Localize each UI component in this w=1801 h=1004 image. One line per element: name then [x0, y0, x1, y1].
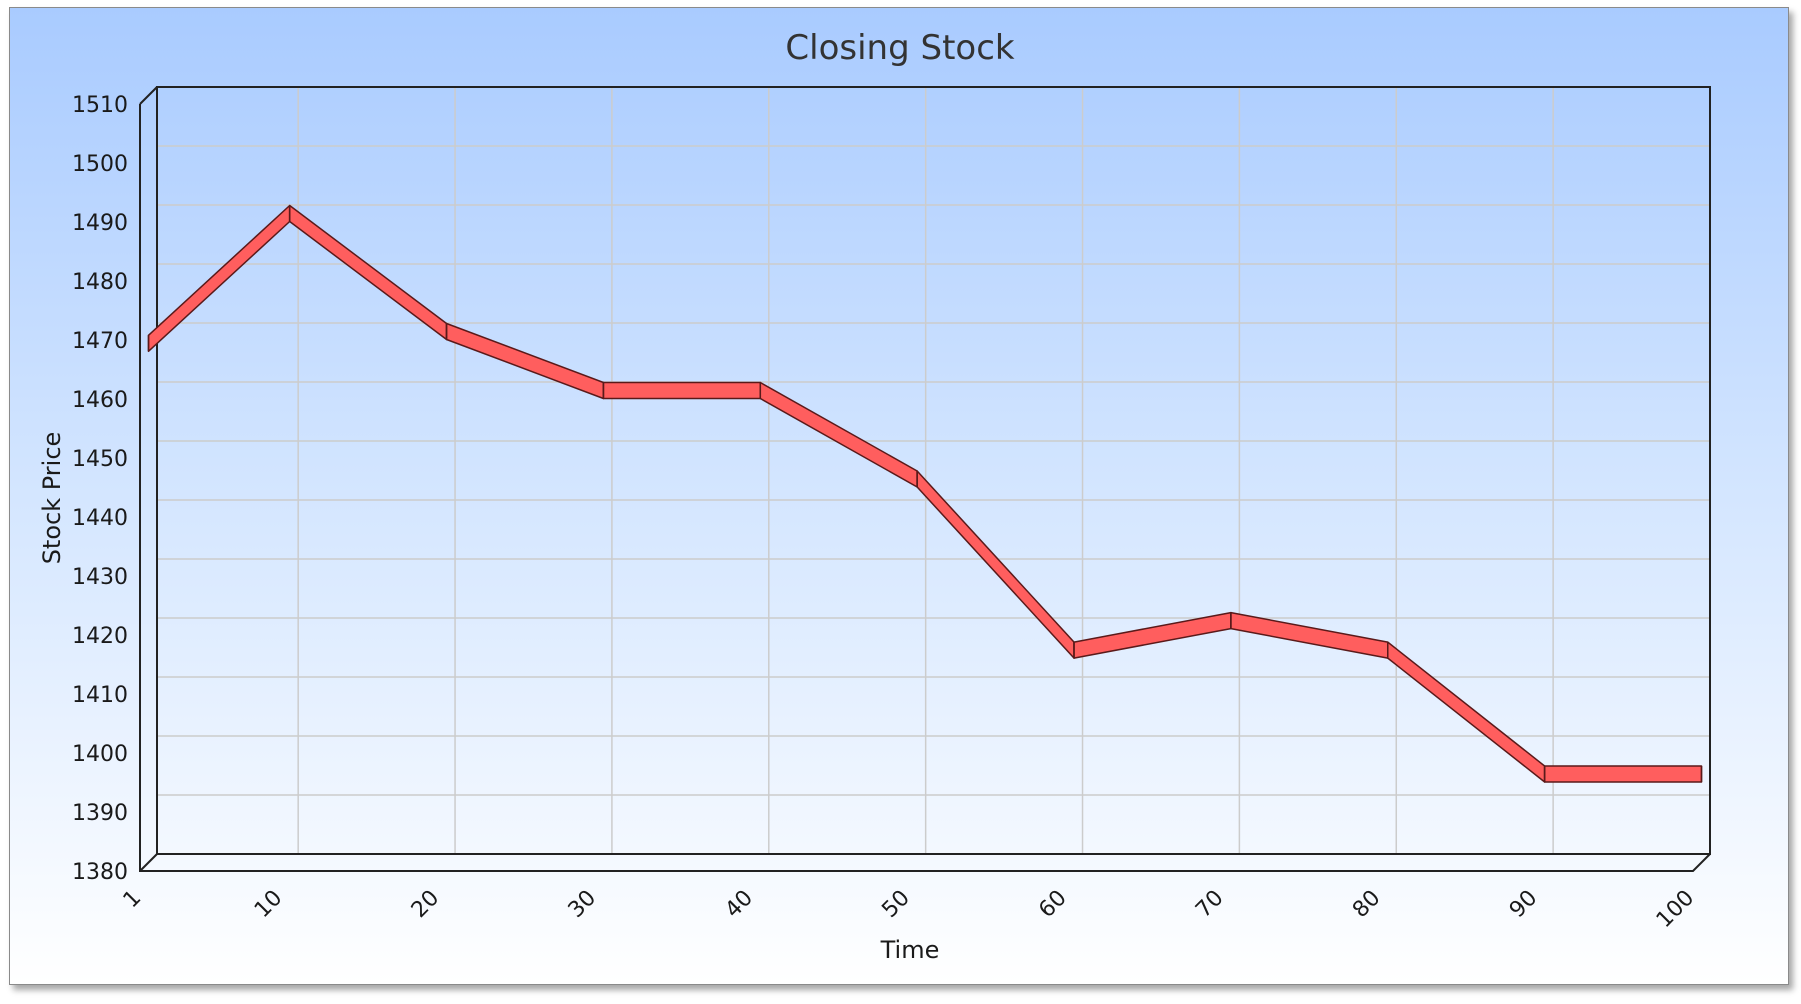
- y-tick-label: 1490: [72, 211, 128, 236]
- y-tick-labels: 1380 1390 1400 1410 1420 1430 1440 1450 1460 1470…: [72, 93, 128, 885]
- ribbon-segment: [1073, 611, 1232, 659]
- chart-frame: 1380 1390 1400 1410 1420 1430 1440 1450 1460 1470…: [9, 7, 1789, 985]
- ribbon-segment: [288, 204, 448, 341]
- y-tick-label: 1410: [72, 683, 128, 708]
- grid-layer: [156, 86, 1711, 855]
- y-axis-title: Stock Price: [38, 432, 66, 565]
- series-layer: [147, 204, 1703, 783]
- y-tick-label: 1390: [72, 801, 128, 826]
- ribbon-segment: [916, 470, 1075, 659]
- axis-depth-edge-bottom: [139, 853, 158, 872]
- chart-svg: 1380 1390 1400 1410 1420 1430 1440 1450 1460 1470…: [38, 28, 1711, 964]
- ribbon-segment: [1543, 765, 1703, 783]
- y-tick-label: 1400: [72, 742, 128, 767]
- y-tick-label: 1430: [72, 565, 128, 590]
- ribbon-segment: [602, 381, 762, 400]
- y-tick-label: 1510: [72, 93, 128, 118]
- x-tick-label: 30: [564, 886, 601, 923]
- x-tick-label: 80: [1348, 886, 1385, 923]
- ribbon-segment: [1387, 641, 1546, 783]
- y-tick-label: 1380: [72, 860, 128, 885]
- ribbon-segment: [1230, 611, 1389, 659]
- chart-title: Closing Stock: [785, 28, 1014, 68]
- y-tick-label: 1480: [72, 270, 128, 295]
- x-tick-label: 100: [1652, 886, 1699, 933]
- ribbon-segment: [445, 322, 605, 400]
- ribbon-segment: [147, 204, 291, 353]
- back-wall-border: [156, 86, 1711, 855]
- x-axis-title: Time: [880, 936, 940, 964]
- y-tick-label: 1500: [72, 152, 128, 177]
- ribbon-segment: [759, 381, 918, 488]
- axis-floor-edge: [139, 104, 1711, 872]
- x-tick-labels: 1 10 20 30 40 50 60 70 80 90 100: [119, 886, 1700, 933]
- x-tick-label: 10: [250, 886, 287, 923]
- y-tick-label: 1440: [72, 506, 128, 531]
- x-tick-label: 90: [1505, 886, 1542, 923]
- x-tick-label: 1: [119, 886, 147, 914]
- y-tick-label: 1450: [72, 447, 128, 472]
- axis-depth-edge-top: [139, 86, 158, 105]
- y-tick-label: 1420: [72, 624, 128, 649]
- x-tick-label: 20: [407, 886, 444, 923]
- x-tick-label: 70: [1191, 886, 1228, 923]
- y-tick-label: 1460: [72, 388, 128, 413]
- y-tick-label: 1470: [72, 329, 128, 354]
- x-tick-label: 40: [721, 886, 758, 923]
- x-tick-label: 50: [877, 886, 914, 923]
- axis-frame: [139, 86, 1711, 872]
- x-tick-label: 60: [1034, 886, 1071, 923]
